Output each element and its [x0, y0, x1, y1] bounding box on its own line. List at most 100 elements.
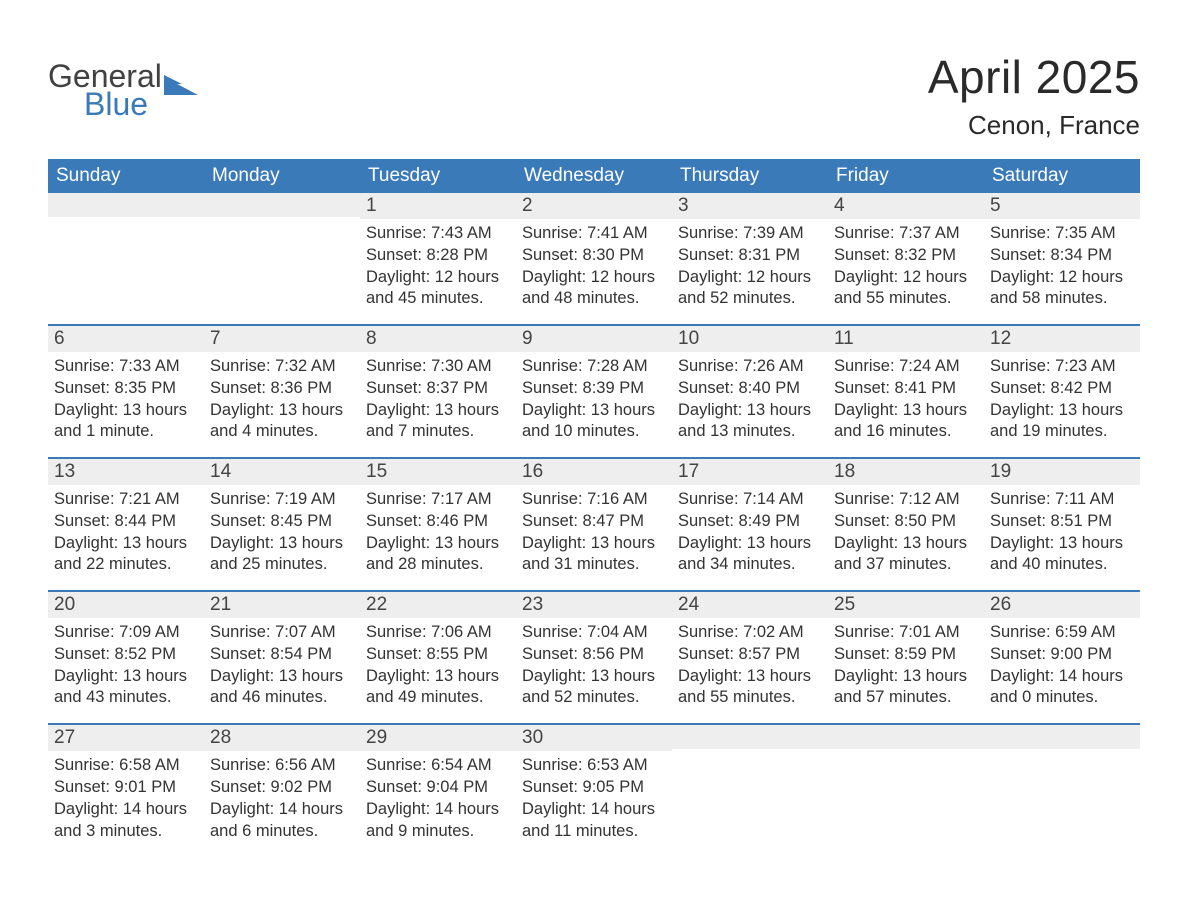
- sunrise-text: Sunrise: 7:26 AM: [678, 356, 822, 378]
- calendar-day: 12Sunrise: 7:23 AMSunset: 8:42 PMDayligh…: [984, 326, 1140, 457]
- daylight-text: Daylight: 13 hours and 40 minutes.: [990, 533, 1134, 577]
- sunrise-text: Sunrise: 6:53 AM: [522, 755, 666, 777]
- sunset-text: Sunset: 8:44 PM: [54, 511, 198, 533]
- daylight-text: Daylight: 14 hours and 6 minutes.: [210, 799, 354, 843]
- daylight-text: Daylight: 12 hours and 55 minutes.: [834, 267, 978, 311]
- day-number: [672, 725, 828, 749]
- calendar-day: [828, 725, 984, 856]
- weekday-header: Monday: [204, 159, 360, 193]
- day-number: 28: [204, 725, 360, 751]
- sunset-text: Sunset: 8:45 PM: [210, 511, 354, 533]
- sunrise-text: Sunrise: 7:32 AM: [210, 356, 354, 378]
- sunset-text: Sunset: 8:36 PM: [210, 378, 354, 400]
- sunset-text: Sunset: 9:05 PM: [522, 777, 666, 799]
- brand-text: General Blue: [48, 60, 162, 120]
- day-number: 6: [48, 326, 204, 352]
- day-details: Sunrise: 7:41 AMSunset: 8:30 PMDaylight:…: [516, 219, 672, 310]
- calendar-day: 6Sunrise: 7:33 AMSunset: 8:35 PMDaylight…: [48, 326, 204, 457]
- sunset-text: Sunset: 8:56 PM: [522, 644, 666, 666]
- sunrise-text: Sunrise: 6:58 AM: [54, 755, 198, 777]
- day-details: Sunrise: 7:23 AMSunset: 8:42 PMDaylight:…: [984, 352, 1140, 443]
- day-number: 13: [48, 459, 204, 485]
- daylight-text: Daylight: 13 hours and 13 minutes.: [678, 400, 822, 444]
- calendar-day: 28Sunrise: 6:56 AMSunset: 9:02 PMDayligh…: [204, 725, 360, 856]
- sunset-text: Sunset: 8:55 PM: [366, 644, 510, 666]
- daylight-text: Daylight: 13 hours and 34 minutes.: [678, 533, 822, 577]
- day-details: Sunrise: 7:12 AMSunset: 8:50 PMDaylight:…: [828, 485, 984, 576]
- daylight-text: Daylight: 14 hours and 11 minutes.: [522, 799, 666, 843]
- sunrise-text: Sunrise: 7:35 AM: [990, 223, 1134, 245]
- day-number: 27: [48, 725, 204, 751]
- calendar-day: 10Sunrise: 7:26 AMSunset: 8:40 PMDayligh…: [672, 326, 828, 457]
- day-details: Sunrise: 7:39 AMSunset: 8:31 PMDaylight:…: [672, 219, 828, 310]
- sunrise-text: Sunrise: 7:21 AM: [54, 489, 198, 511]
- daylight-text: Daylight: 13 hours and 31 minutes.: [522, 533, 666, 577]
- calendar-day: 27Sunrise: 6:58 AMSunset: 9:01 PMDayligh…: [48, 725, 204, 856]
- sunrise-text: Sunrise: 7:07 AM: [210, 622, 354, 644]
- daylight-text: Daylight: 13 hours and 19 minutes.: [990, 400, 1134, 444]
- title-block: April 2025 Cenon, France: [928, 50, 1140, 141]
- calendar-week: 20Sunrise: 7:09 AMSunset: 8:52 PMDayligh…: [48, 590, 1140, 723]
- day-number: 21: [204, 592, 360, 618]
- sunrise-text: Sunrise: 7:23 AM: [990, 356, 1134, 378]
- day-details: Sunrise: 7:07 AMSunset: 8:54 PMDaylight:…: [204, 618, 360, 709]
- sunrise-text: Sunrise: 7:41 AM: [522, 223, 666, 245]
- calendar-body: 1Sunrise: 7:43 AMSunset: 8:28 PMDaylight…: [48, 193, 1140, 856]
- sunrise-text: Sunrise: 7:37 AM: [834, 223, 978, 245]
- sunrise-text: Sunrise: 7:43 AM: [366, 223, 510, 245]
- calendar-week: 1Sunrise: 7:43 AMSunset: 8:28 PMDaylight…: [48, 193, 1140, 324]
- calendar-week: 13Sunrise: 7:21 AMSunset: 8:44 PMDayligh…: [48, 457, 1140, 590]
- day-details: Sunrise: 7:35 AMSunset: 8:34 PMDaylight:…: [984, 219, 1140, 310]
- day-number: 14: [204, 459, 360, 485]
- day-details: Sunrise: 6:53 AMSunset: 9:05 PMDaylight:…: [516, 751, 672, 842]
- day-details: Sunrise: 7:26 AMSunset: 8:40 PMDaylight:…: [672, 352, 828, 443]
- sunset-text: Sunset: 8:57 PM: [678, 644, 822, 666]
- day-details: Sunrise: 6:58 AMSunset: 9:01 PMDaylight:…: [48, 751, 204, 842]
- weekday-header: Saturday: [984, 159, 1140, 193]
- daylight-text: Daylight: 14 hours and 3 minutes.: [54, 799, 198, 843]
- page-header: General Blue April 2025 Cenon, France: [48, 50, 1140, 141]
- sunrise-text: Sunrise: 7:33 AM: [54, 356, 198, 378]
- daylight-text: Daylight: 12 hours and 48 minutes.: [522, 267, 666, 311]
- sunset-text: Sunset: 8:40 PM: [678, 378, 822, 400]
- day-number: 19: [984, 459, 1140, 485]
- calendar-day: 1Sunrise: 7:43 AMSunset: 8:28 PMDaylight…: [360, 193, 516, 324]
- daylight-text: Daylight: 13 hours and 10 minutes.: [522, 400, 666, 444]
- sunrise-text: Sunrise: 7:04 AM: [522, 622, 666, 644]
- day-details: Sunrise: 7:06 AMSunset: 8:55 PMDaylight:…: [360, 618, 516, 709]
- calendar-day: 19Sunrise: 7:11 AMSunset: 8:51 PMDayligh…: [984, 459, 1140, 590]
- calendar-day: 26Sunrise: 6:59 AMSunset: 9:00 PMDayligh…: [984, 592, 1140, 723]
- brand-logo: General Blue: [48, 50, 198, 120]
- sunset-text: Sunset: 8:46 PM: [366, 511, 510, 533]
- calendar-day: 9Sunrise: 7:28 AMSunset: 8:39 PMDaylight…: [516, 326, 672, 457]
- weekday-header: Wednesday: [516, 159, 672, 193]
- day-details: Sunrise: 7:16 AMSunset: 8:47 PMDaylight:…: [516, 485, 672, 576]
- day-number: 18: [828, 459, 984, 485]
- sunrise-text: Sunrise: 7:09 AM: [54, 622, 198, 644]
- day-number: 4: [828, 193, 984, 219]
- calendar-day: 5Sunrise: 7:35 AMSunset: 8:34 PMDaylight…: [984, 193, 1140, 324]
- sunset-text: Sunset: 8:35 PM: [54, 378, 198, 400]
- daylight-text: Daylight: 14 hours and 9 minutes.: [366, 799, 510, 843]
- sunset-text: Sunset: 8:39 PM: [522, 378, 666, 400]
- weekday-header: Thursday: [672, 159, 828, 193]
- sunrise-text: Sunrise: 7:14 AM: [678, 489, 822, 511]
- day-number: 8: [360, 326, 516, 352]
- sunset-text: Sunset: 8:49 PM: [678, 511, 822, 533]
- day-number: 11: [828, 326, 984, 352]
- daylight-text: Daylight: 13 hours and 22 minutes.: [54, 533, 198, 577]
- sunset-text: Sunset: 8:32 PM: [834, 245, 978, 267]
- daylight-text: Daylight: 13 hours and 43 minutes.: [54, 666, 198, 710]
- day-details: Sunrise: 7:14 AMSunset: 8:49 PMDaylight:…: [672, 485, 828, 576]
- day-number: 24: [672, 592, 828, 618]
- sunset-text: Sunset: 9:00 PM: [990, 644, 1134, 666]
- sunrise-text: Sunrise: 7:30 AM: [366, 356, 510, 378]
- calendar-day: 29Sunrise: 6:54 AMSunset: 9:04 PMDayligh…: [360, 725, 516, 856]
- sunrise-text: Sunrise: 7:39 AM: [678, 223, 822, 245]
- location-label: Cenon, France: [928, 110, 1140, 141]
- daylight-text: Daylight: 13 hours and 49 minutes.: [366, 666, 510, 710]
- sunrise-text: Sunrise: 7:02 AM: [678, 622, 822, 644]
- sunset-text: Sunset: 9:01 PM: [54, 777, 198, 799]
- sunrise-text: Sunrise: 6:59 AM: [990, 622, 1134, 644]
- day-number: 1: [360, 193, 516, 219]
